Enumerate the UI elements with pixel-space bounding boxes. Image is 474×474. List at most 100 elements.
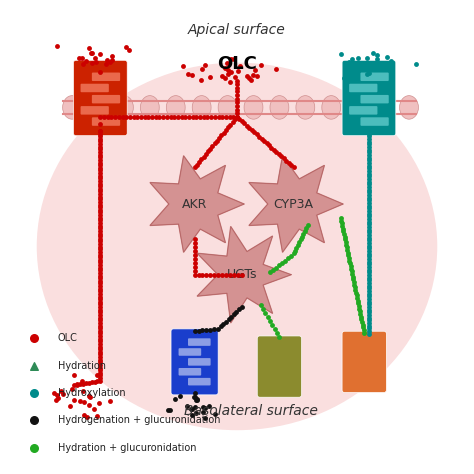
Point [245,74,253,82]
Point [204,147,212,155]
Point [193,396,201,403]
Point [191,259,199,267]
Point [275,333,283,341]
Point [97,372,104,379]
Point [97,351,104,358]
Point [233,77,241,84]
Text: Apical surface: Apical surface [188,23,286,36]
Point [233,113,241,120]
Point [365,178,373,185]
FancyBboxPatch shape [360,73,389,81]
Point [59,391,66,398]
Point [365,255,373,263]
Point [365,295,373,303]
Text: Hydroxylation: Hydroxylation [58,388,126,398]
Point [184,70,192,77]
Point [383,53,391,61]
Point [1,464,9,471]
Point [365,210,373,218]
Point [345,58,353,66]
Point [210,271,218,279]
Point [97,322,104,329]
Point [97,324,104,332]
Point [97,132,104,140]
Point [94,377,101,385]
Point [80,388,87,395]
Point [97,285,104,292]
Point [365,239,373,247]
Point [264,313,272,321]
Point [360,329,368,337]
Point [272,264,280,272]
Point [373,55,381,63]
Point [231,116,238,123]
Point [97,301,104,308]
Point [222,271,230,279]
Point [191,271,199,279]
Ellipse shape [244,96,263,119]
Point [226,113,233,120]
Point [365,133,373,140]
Point [97,138,104,146]
Text: OLC: OLC [58,333,78,343]
Point [219,271,226,279]
Point [351,283,359,291]
Point [346,257,353,264]
Point [97,314,104,321]
Point [272,65,280,73]
Point [285,159,292,167]
FancyBboxPatch shape [92,73,120,81]
Point [211,139,219,147]
Point [349,273,356,281]
Point [365,263,373,271]
Point [365,228,373,236]
Point [260,137,268,145]
Point [218,132,225,139]
Point [97,198,104,206]
Point [97,130,104,137]
Point [191,164,199,171]
Point [297,236,304,243]
Point [191,403,199,411]
Ellipse shape [270,96,289,119]
Point [163,113,171,120]
Point [300,230,307,237]
Point [253,130,260,138]
Point [97,120,104,128]
Point [207,271,214,279]
Point [365,175,373,183]
Point [365,327,373,335]
Point [191,247,199,255]
Point [291,247,299,255]
Point [259,305,267,313]
Point [78,55,86,62]
Point [97,317,104,324]
Point [221,64,229,72]
Point [233,91,241,99]
Point [71,382,78,389]
FancyBboxPatch shape [188,378,210,385]
Point [191,267,199,274]
Point [96,68,104,76]
Point [81,398,88,405]
Ellipse shape [166,96,185,119]
Point [365,167,373,175]
Point [287,161,295,169]
Point [234,271,242,279]
Point [257,301,264,309]
FancyBboxPatch shape [349,84,377,92]
Point [97,217,104,224]
FancyBboxPatch shape [342,60,396,136]
Point [183,402,191,410]
Point [178,113,185,120]
Point [233,106,241,113]
Point [247,76,255,83]
Point [365,69,373,77]
Point [294,241,301,249]
Point [360,326,367,334]
Point [365,234,373,241]
Point [207,326,214,334]
Point [226,78,234,86]
Point [217,323,225,330]
Point [193,161,201,168]
